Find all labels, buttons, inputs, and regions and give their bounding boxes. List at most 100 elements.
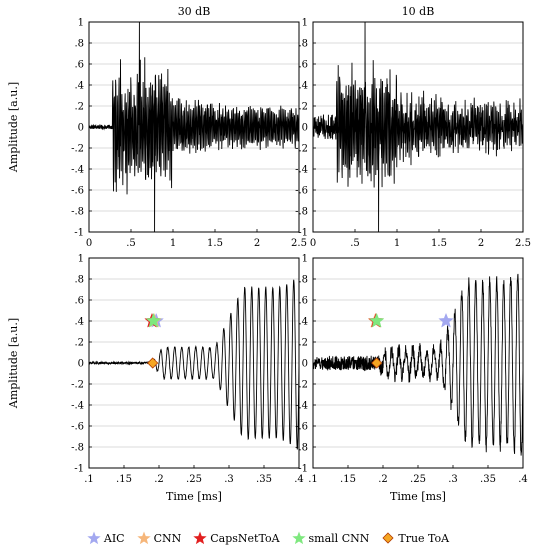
panel-title: 10 dB: [402, 5, 435, 18]
y-tick-label: .8: [298, 39, 308, 50]
signal-line: [312, 21, 524, 233]
y-axis-label: Amplitude [a.u.]: [7, 82, 20, 173]
y-tick-label: -.4: [71, 401, 84, 412]
plot-frame: [312, 21, 524, 233]
y-tick-label: -.2: [295, 380, 308, 391]
chart-panel-3: -1 -.8 -.6 -.4 -.2 0 .2 .4 .6 .8 1 .1 .15 .2 .25 .3 .35.…: [7, 254, 304, 504]
x-tick-label: .4: [294, 474, 304, 485]
x-tick-label: .5: [126, 238, 136, 249]
plot-frame: [88, 257, 300, 469]
plot-frame: [312, 257, 524, 469]
chart-panel-4: -1 -.8 -.6 -.4 -.2 0 .2 .4 .6 .8 1 .1 .15 .2 .25 .3 .35.…: [295, 254, 528, 504]
legend-item-capsnettoa: CapsNetToA: [193, 531, 280, 545]
y-tick-label: -1: [298, 228, 308, 239]
y-tick-label: .4: [74, 317, 84, 328]
chart-panel-1: -1 -.8 -.6 -.4 -.2 0 .2 .4 .6 .8 1 0 .5 1 1.5 2 2.5 30 dB…: [7, 5, 307, 249]
x-tick-label: 1: [170, 238, 176, 249]
x-tick-label: .3: [448, 474, 458, 485]
y-tick-label: -.8: [295, 207, 308, 218]
star-icon: [291, 531, 306, 545]
marker-small-cnn: [145, 312, 162, 328]
legend-label: CapsNetToA: [210, 531, 280, 545]
x-tick-label: .4: [518, 474, 528, 485]
legend: AIC CNN CapsNetToA small CNN True ToA: [0, 528, 536, 548]
x-tick-label: 0: [310, 238, 316, 249]
y-tick-label: 0: [302, 123, 308, 134]
y-tick-label: -.4: [71, 165, 84, 176]
star-icon: [136, 531, 151, 545]
y-tick-label: 1: [302, 18, 308, 29]
x-tick-label: 2: [478, 238, 484, 249]
x-tick-label: 2.5: [515, 238, 531, 249]
y-tick-label: .4: [298, 317, 308, 328]
y-tick-label: 1: [78, 18, 84, 29]
x-tick-label: .1: [84, 474, 94, 485]
y-tick-label: -.4: [295, 401, 308, 412]
y-tick-label: -.4: [295, 165, 308, 176]
y-tick-label: -1: [74, 228, 84, 239]
marker-small-cnn: [368, 312, 385, 328]
x-tick-label: .25: [186, 474, 202, 485]
y-tick-label: -.6: [295, 422, 308, 433]
y-tick-label: .8: [298, 275, 308, 286]
x-tick-label: .15: [116, 474, 132, 485]
x-tick-label: .5: [350, 238, 360, 249]
figure: -1-.8-.6-.4-.20.2.4.6.810.5 1 1.5 2 2.530 dB…: [7, 5, 531, 504]
y-tick-label: 0: [302, 359, 308, 370]
panel-title: 30 dB: [178, 5, 211, 18]
x-tick-label: .15: [340, 474, 356, 485]
y-tick-label: 0: [78, 359, 84, 370]
y-tick-label: -1: [74, 464, 84, 475]
y-tick-label: .6: [74, 296, 84, 307]
chart-panel-2: -1 -.8 -.6 -.4 -.2 0 .2 .4 .6 .8 1 0 .5 1 1.5 2 2.5 10 dB: [295, 5, 531, 249]
y-tick-label: .2: [298, 102, 308, 113]
y-tick-label: .6: [298, 296, 308, 307]
legend-item-small-cnn: small CNN: [291, 531, 370, 545]
diamond-icon: [382, 532, 394, 544]
x-tick-label: .1: [308, 474, 318, 485]
x-tick-label: 2: [254, 238, 260, 249]
y-tick-label: -.2: [295, 144, 308, 155]
x-tick-label: .35: [256, 474, 272, 485]
y-tick-label: .2: [298, 338, 308, 349]
y-tick-label: -.2: [71, 144, 84, 155]
y-tick-label: -1: [298, 464, 308, 475]
x-tick-label: .2: [154, 474, 164, 485]
star-icon: [193, 531, 207, 545]
x-tick-label: .3: [224, 474, 234, 485]
y-tick-label: -.8: [295, 443, 308, 454]
signal-line: [88, 21, 300, 233]
y-tick-label: 0: [78, 123, 84, 134]
legend-label: CNN: [153, 531, 182, 545]
y-tick-label: .4: [298, 81, 308, 92]
plot-frame: [88, 21, 300, 233]
y-tick-label: .8: [74, 39, 84, 50]
legend-label: small CNN: [308, 531, 370, 545]
x-tick-label: .35: [480, 474, 496, 485]
marker-true-toa: [147, 357, 159, 369]
y-tick-label: -.6: [71, 422, 84, 433]
x-tick-label: 1: [394, 238, 400, 249]
marker-true-toa: [371, 357, 383, 369]
star-icon: [87, 531, 101, 545]
y-tick-label: .8: [74, 275, 84, 286]
y-tick-label: -.2: [71, 380, 84, 391]
legend-item-cnn: CNN: [136, 531, 182, 545]
y-tick-label: .4: [74, 81, 84, 92]
y-tick-label: -.8: [71, 207, 84, 218]
x-axis-label: Time [ms]: [166, 490, 222, 503]
y-tick-label: -.6: [71, 186, 84, 197]
y-tick-label: -.6: [295, 186, 308, 197]
marker-aic: [438, 312, 454, 328]
x-tick-label: 1.5: [207, 238, 223, 249]
x-tick-label: 1.5: [431, 238, 447, 249]
legend-label: AIC: [103, 531, 125, 545]
y-tick-label: -.8: [71, 443, 84, 454]
y-tick-label: .6: [298, 60, 308, 71]
legend-item-true-toa: True ToA: [381, 531, 449, 545]
x-tick-label: .25: [410, 474, 426, 485]
x-tick-label: 2.5: [291, 238, 307, 249]
x-axis-label: Time [ms]: [390, 490, 446, 503]
y-axis-label: Amplitude [a.u.]: [7, 318, 20, 409]
legend-item-aic: AIC: [87, 531, 125, 545]
